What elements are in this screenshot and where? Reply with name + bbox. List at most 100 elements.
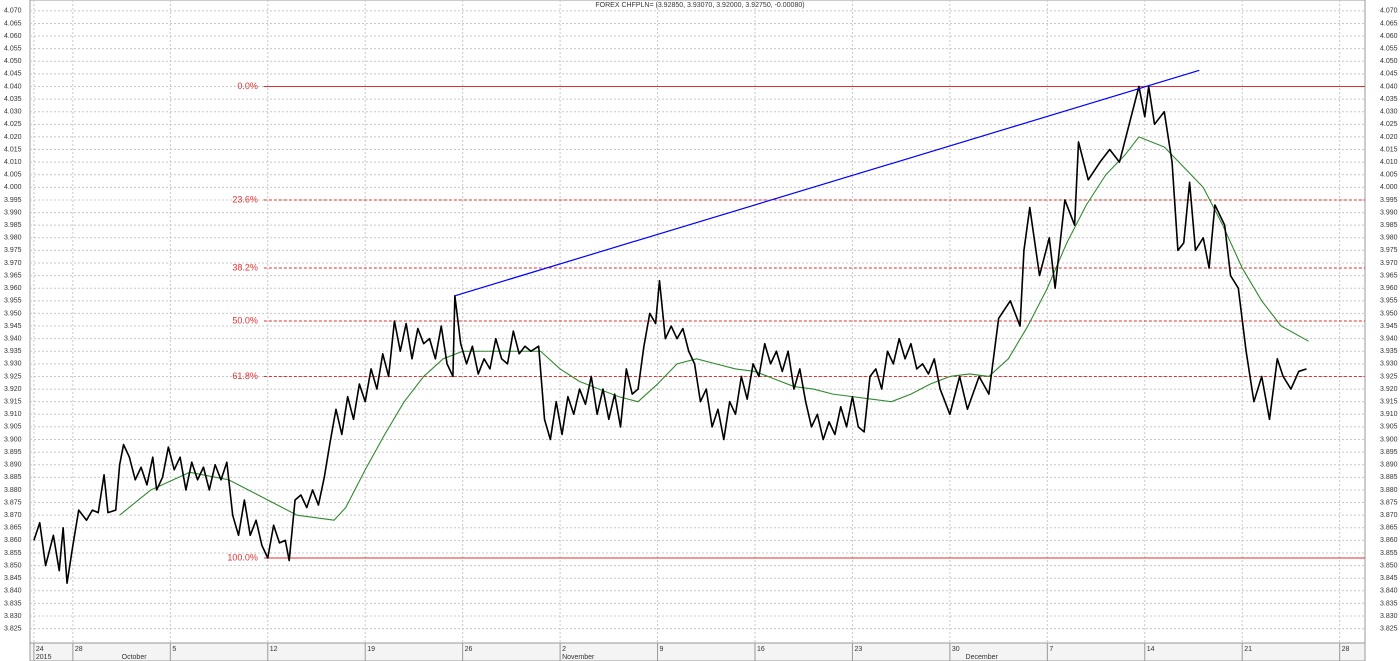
x-axis-strip	[29, 642, 1366, 661]
trendline	[454, 69, 1200, 297]
y-tick-label: 4.000	[4, 184, 22, 191]
y-tick-label-right: 3.900	[1380, 436, 1398, 443]
y-tick-label: 4.015	[4, 146, 22, 153]
y-tick-label-right: 4.015	[1380, 146, 1398, 153]
x-tick-label: 24	[36, 646, 44, 653]
y-tick-label: 3.880	[4, 487, 22, 494]
x-tick-label: 7	[1049, 646, 1053, 653]
y-tick-label-right: 3.990	[1380, 209, 1398, 216]
fib-label: 61.8%	[232, 371, 258, 381]
y-tick-label: 3.845	[4, 575, 22, 582]
y-tick-label-right: 3.915	[1380, 399, 1398, 406]
y-tick-label: 3.955	[4, 298, 22, 305]
fib-label: 23.6%	[232, 194, 258, 204]
y-tick-label-right: 3.920	[1380, 386, 1398, 393]
y-tick-label-right: 3.860	[1380, 537, 1398, 544]
y-tick-label: 3.925	[4, 373, 22, 380]
fib-label: 0.0%	[237, 81, 258, 91]
y-tick-label: 4.005	[4, 172, 22, 179]
y-tick-label-right: 3.835	[1380, 600, 1398, 607]
y-tick-label-right: 4.065	[1380, 20, 1398, 27]
y-tick-label: 3.975	[4, 247, 22, 254]
y-tick-label: 4.020	[4, 134, 22, 141]
y-tick-label: 3.920	[4, 386, 22, 393]
y-tick-label: 4.030	[4, 109, 22, 116]
y-tick-label-right: 3.925	[1380, 373, 1398, 380]
y-tick-label: 3.825	[4, 625, 22, 632]
y-tick-label: 3.945	[4, 323, 22, 330]
y-tick-label-right: 3.880	[1380, 487, 1398, 494]
fib-label: 50.0%	[232, 315, 258, 325]
x-tick-label: 23	[854, 646, 862, 653]
y-tick-label-right: 3.890	[1380, 462, 1398, 469]
y-tick-label: 3.890	[4, 462, 22, 469]
y-tick-label: 3.995	[4, 197, 22, 204]
x-tick-label: 9	[660, 646, 664, 653]
x-tick-label: 12	[270, 646, 278, 653]
y-tick-label: 4.050	[4, 58, 22, 65]
y-tick-label: 3.980	[4, 235, 22, 242]
y-tick-label-right: 4.005	[1380, 172, 1398, 179]
y-tick-label-right: 4.025	[1380, 121, 1398, 128]
y-tick-label: 3.840	[4, 588, 22, 595]
x-tick-label: 5	[172, 646, 176, 653]
y-tick-label-right: 3.910	[1380, 411, 1398, 418]
x-tick-label: 30	[952, 646, 960, 653]
x-period-label: November	[562, 654, 595, 661]
y-tick-label: 3.950	[4, 310, 22, 317]
y-tick-label-right: 3.825	[1380, 625, 1398, 632]
y-tick-label-right: 3.945	[1380, 323, 1398, 330]
y-tick-label: 3.885	[4, 474, 22, 481]
y-tick-label: 4.055	[4, 46, 22, 53]
y-tick-label: 3.875	[4, 499, 22, 506]
fib-label: 100.0%	[227, 552, 258, 562]
y-tick-label-right: 3.895	[1380, 449, 1398, 456]
y-tick-label-right: 3.980	[1380, 235, 1398, 242]
y-tick-label: 4.040	[4, 83, 22, 90]
y-tick-label: 4.035	[4, 96, 22, 103]
y-tick-label-right: 3.830	[1380, 613, 1398, 620]
y-tick-label-right: 4.055	[1380, 46, 1398, 53]
y-tick-label-right: 4.035	[1380, 96, 1398, 103]
y-tick-label: 3.895	[4, 449, 22, 456]
x-tick-label: 19	[367, 646, 375, 653]
x-tick-label: 26	[465, 646, 473, 653]
y-tick-label: 3.940	[4, 335, 22, 342]
y-tick-label: 4.025	[4, 121, 22, 128]
y-tick-label: 3.930	[4, 361, 22, 368]
y-tick-label: 3.855	[4, 550, 22, 557]
y-tick-label-right: 4.020	[1380, 134, 1398, 141]
x-tick-label: 2	[562, 646, 566, 653]
x-period-label: 2015	[36, 654, 52, 661]
y-tick-label: 3.850	[4, 562, 22, 569]
y-tick-label: 4.070	[4, 8, 22, 15]
y-tick-label: 3.935	[4, 348, 22, 355]
y-tick-label: 3.910	[4, 411, 22, 418]
y-tick-label-right: 3.950	[1380, 310, 1398, 317]
x-tick-label: 16	[757, 646, 765, 653]
y-tick-label-right: 3.985	[1380, 222, 1398, 229]
y-tick-label-right: 3.995	[1380, 197, 1398, 204]
x-period-label: December	[966, 654, 999, 661]
y-tick-label: 3.830	[4, 613, 22, 620]
x-tick-label: 28	[1342, 646, 1350, 653]
y-tick-label: 4.045	[4, 71, 22, 78]
y-tick-label: 4.010	[4, 159, 22, 166]
y-tick-label-right: 3.865	[1380, 525, 1398, 532]
y-tick-label-right: 3.965	[1380, 272, 1398, 279]
y-tick-label: 3.990	[4, 209, 22, 216]
y-tick-label-right: 3.970	[1380, 260, 1398, 267]
y-tick-label-right: 4.010	[1380, 159, 1398, 166]
y-tick-label-right: 4.000	[1380, 184, 1398, 191]
y-tick-label-right: 4.060	[1380, 33, 1398, 40]
y-tick-label-right: 3.855	[1380, 550, 1398, 557]
y-tick-label-right: 3.870	[1380, 512, 1398, 519]
y-tick-label-right: 4.030	[1380, 109, 1398, 116]
y-tick-label-right: 3.850	[1380, 562, 1398, 569]
y-tick-label: 3.985	[4, 222, 22, 229]
x-tick-label: 28	[75, 646, 83, 653]
fib-label: 38.2%	[232, 262, 258, 272]
y-tick-label-right: 3.905	[1380, 424, 1398, 431]
y-tick-label: 3.860	[4, 537, 22, 544]
